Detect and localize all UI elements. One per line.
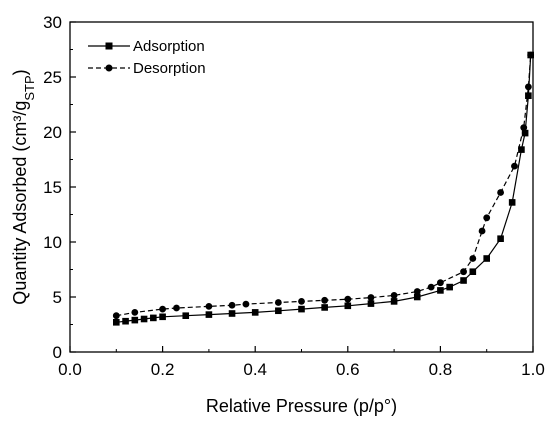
y-tick-label: 10 — [43, 233, 62, 252]
adsorption-point-12 — [321, 304, 328, 311]
y-axis-title-close: ) — [10, 69, 30, 75]
desorption-point-1 — [131, 309, 139, 316]
adsorption-point-0 — [113, 319, 120, 326]
x-tick-label: 1.0 — [521, 360, 545, 379]
adsorption-point-2 — [131, 316, 139, 324]
y-axis-title-main: Quantity Adsorbed (cm³/g — [10, 101, 30, 305]
desorption-point-8 — [298, 298, 305, 305]
adsorption-point-16 — [413, 293, 421, 301]
desorption-point-22 — [520, 124, 528, 131]
adsorption-point-18 — [446, 283, 453, 291]
x-tick-label: 0.8 — [429, 360, 453, 379]
desorption-point-17 — [469, 255, 477, 262]
desorption-markers — [112, 51, 535, 320]
desorption-point-23 — [524, 83, 532, 91]
adsorption-point-5 — [159, 313, 166, 321]
legend-desorption-label: Desorption — [133, 60, 206, 77]
adsorption-point-23 — [508, 199, 516, 206]
desorption-point-14 — [427, 283, 435, 291]
desorption-point-6 — [242, 300, 250, 308]
desorption-point-19 — [483, 214, 491, 222]
adsorption-point-22 — [497, 235, 504, 242]
adsorption-point-26 — [525, 92, 532, 99]
desorption-point-10 — [344, 295, 352, 303]
legend-desorption-marker — [105, 64, 113, 72]
y-axis-title: Quantity Adsorbed (cm³/gSTP) — [10, 69, 37, 304]
desorption-point-15 — [437, 279, 444, 287]
x-axis-ticks: 0.0 0.2 0.4 0.6 0.8 1.0 — [58, 346, 545, 379]
y-tick-label: 20 — [43, 123, 62, 142]
adsorption-point-6 — [182, 312, 190, 319]
x-axis-title: Relative Pressure (p/p°) — [206, 396, 397, 416]
adsorption-point-13 — [344, 302, 352, 310]
legend: Adsorption Desorption — [88, 38, 206, 77]
adsorption-point-1 — [122, 317, 129, 325]
legend-adsorption-marker — [105, 42, 113, 50]
y-axis-ticks: 0 5 10 15 20 25 30 — [43, 13, 76, 362]
desorption-point-7 — [274, 299, 282, 306]
x-tick-label: 0.6 — [336, 360, 360, 379]
desorption-point-12 — [390, 291, 398, 299]
y-tick-label: 30 — [43, 13, 62, 32]
legend-adsorption-label: Adsorption — [133, 38, 205, 55]
desorption-point-0 — [112, 312, 120, 320]
adsorption-markers — [113, 51, 534, 326]
desorption-point-9 — [321, 296, 329, 304]
adsorption-point-15 — [390, 298, 398, 305]
x-tick-label: 0.2 — [151, 360, 175, 379]
x-tick-label: 0.0 — [58, 360, 82, 379]
adsorption-point-19 — [460, 277, 467, 284]
y-tick-label: 0 — [53, 343, 62, 362]
adsorption-point-4 — [150, 314, 157, 322]
adsorption-point-14 — [367, 300, 375, 307]
desorption-point-24 — [527, 51, 535, 59]
adsorption-point-20 — [469, 268, 477, 275]
adsorption-point-17 — [437, 287, 444, 294]
desorption-point-20 — [497, 189, 504, 196]
adsorption-point-3 — [140, 315, 148, 323]
y-axis-title-subscript: STP — [22, 75, 37, 100]
adsorption-point-21 — [483, 255, 490, 262]
y-tick-label: 5 — [53, 288, 62, 307]
adsorption-point-11 — [298, 305, 305, 313]
adsorption-point-9 — [251, 309, 259, 316]
desorption-point-13 — [413, 288, 421, 295]
y-tick-label: 25 — [43, 68, 62, 87]
desorption-point-5 — [228, 301, 236, 309]
adsorption-point-25 — [521, 129, 529, 137]
desorption-point-3 — [173, 304, 180, 312]
adsorption-point-8 — [228, 310, 236, 317]
desorption-point-21 — [511, 162, 518, 170]
desorption-point-2 — [159, 305, 167, 313]
x-tick-label: 0.4 — [243, 360, 267, 379]
y-tick-label: 15 — [43, 178, 62, 197]
desorption-point-4 — [205, 302, 213, 310]
desorption-point-11 — [367, 294, 375, 301]
adsorption-point-7 — [205, 311, 213, 318]
adsorption-point-10 — [275, 307, 282, 315]
desorption-point-16 — [460, 268, 467, 276]
desorption-point-18 — [478, 227, 486, 235]
adsorption-point-24 — [518, 146, 525, 153]
adsorption-series-line — [116, 54, 532, 323]
